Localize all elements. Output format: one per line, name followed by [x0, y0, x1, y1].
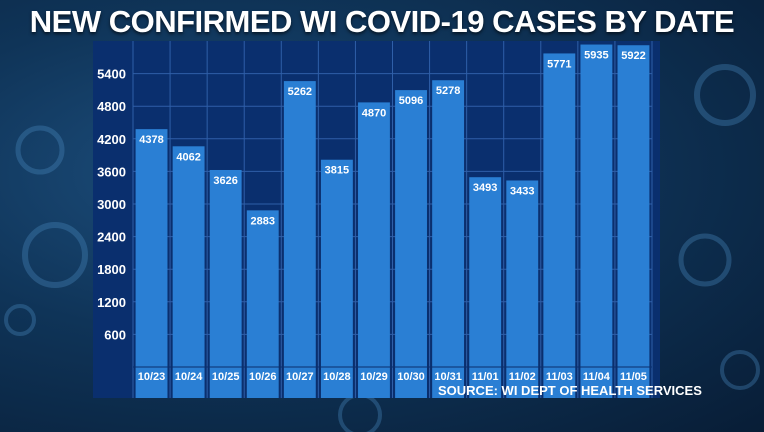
bar	[543, 53, 576, 399]
x-tick-label: 10/30	[397, 371, 425, 383]
data-label: 5771	[547, 58, 571, 70]
y-tick-label: 1800	[97, 262, 126, 277]
x-tick-label: 10/29	[360, 371, 388, 383]
x-tick-label: 11/03	[546, 371, 573, 383]
y-tick-label: 5400	[97, 67, 126, 82]
source-text: SOURCE: WI DEPT OF HEALTH SERVICES	[438, 383, 702, 398]
x-tick-label: 11/05	[620, 371, 647, 383]
data-label: 5278	[436, 85, 460, 97]
bar	[283, 81, 316, 399]
bar	[469, 177, 502, 398]
bar	[617, 45, 650, 398]
y-tick-label: 3000	[97, 197, 126, 212]
data-label: 3626	[213, 175, 237, 187]
bar	[246, 210, 279, 398]
bar	[506, 180, 539, 398]
x-tick-label: 10/31	[434, 371, 462, 383]
bar	[320, 159, 353, 398]
y-tick-label: 4200	[97, 132, 126, 147]
x-tick-label: 10/28	[323, 371, 351, 383]
data-label: 3815	[325, 165, 349, 177]
x-tick-label: 11/04	[583, 371, 611, 383]
x-tick-label: 10/24	[175, 371, 203, 383]
y-tick-label: 600	[104, 327, 126, 342]
x-tick-label: 11/02	[509, 371, 536, 383]
data-label: 5935	[584, 50, 608, 62]
x-tick-label: 10/26	[249, 371, 277, 383]
data-label: 4062	[176, 151, 200, 163]
data-label: 4378	[139, 134, 163, 146]
y-tick-label: 4800	[97, 99, 126, 114]
bar	[135, 129, 168, 398]
x-tick-label: 11/01	[472, 371, 499, 383]
bar	[209, 169, 242, 398]
bar	[358, 102, 390, 398]
y-tick-label: 1200	[97, 295, 126, 310]
bar	[395, 90, 427, 398]
data-label: 4870	[362, 107, 386, 119]
data-label: 5096	[399, 95, 423, 107]
chart-title: NEW CONFIRMED WI COVID-19 CASES BY DATE	[29, 4, 735, 39]
bar	[580, 44, 613, 398]
x-tick-label: 10/25	[212, 371, 240, 383]
data-label: 5262	[288, 86, 312, 98]
data-label: 2883	[251, 215, 275, 227]
bar	[432, 80, 465, 398]
y-tick-label: 3600	[97, 164, 126, 179]
data-label: 3433	[510, 185, 534, 197]
data-label: 3493	[473, 182, 497, 194]
y-tick-label: 2400	[97, 230, 126, 245]
x-tick-label: 10/23	[138, 371, 166, 383]
x-tick-label: 10/27	[286, 371, 314, 383]
data-label: 5922	[621, 50, 645, 62]
bar	[172, 146, 205, 398]
